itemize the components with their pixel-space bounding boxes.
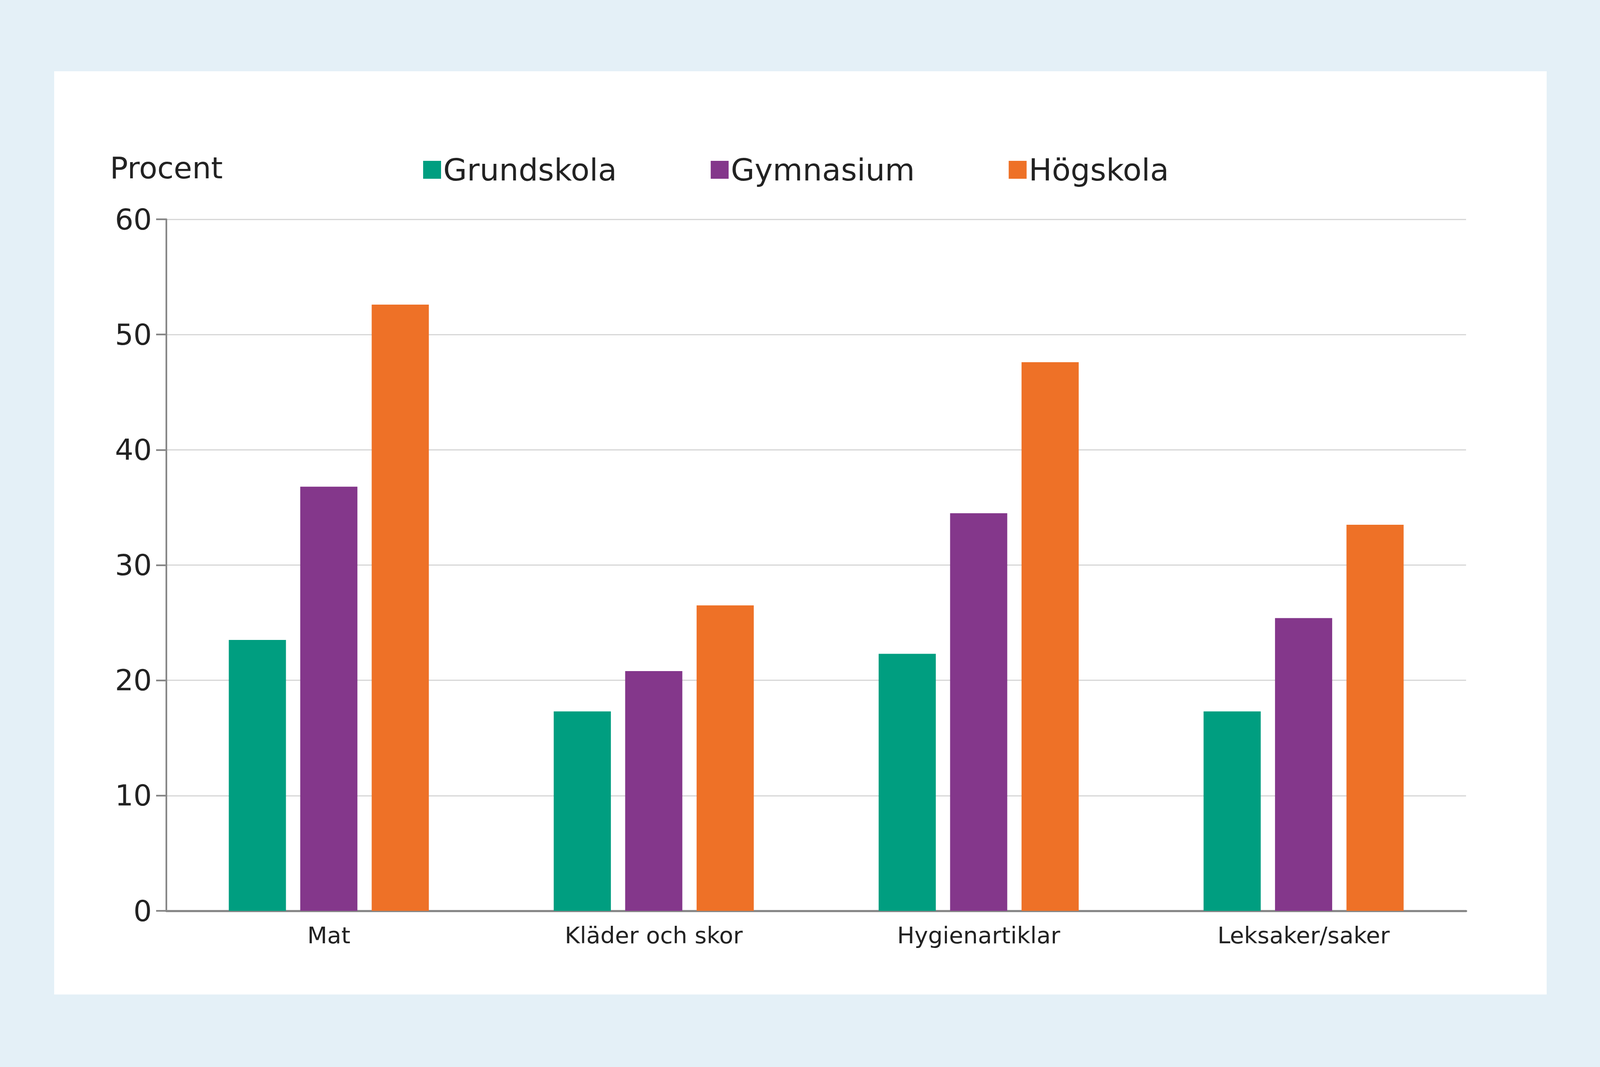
svg-text:60: 60 [114,202,152,237]
svg-text:Hygienartiklar: Hygienartiklar [897,921,1061,949]
svg-text:0: 0 [133,894,152,928]
svg-text:Gymnasium: Gymnasium [730,151,915,188]
svg-text:50: 50 [114,317,152,352]
svg-text:20: 20 [114,663,152,697]
svg-text:10: 10 [114,778,152,813]
svg-text:Kläder och skor: Kläder och skor [564,921,744,949]
svg-text:Högskola: Högskola [1028,151,1170,188]
svg-text:Procent: Procent [110,150,223,186]
svg-text:30: 30 [114,548,152,582]
svg-text:Grundskola: Grundskola [443,151,617,188]
svg-text:Mat: Mat [307,921,351,949]
svg-text:Leksaker/saker: Leksaker/saker [1217,921,1391,949]
svg-text:40: 40 [114,432,152,467]
